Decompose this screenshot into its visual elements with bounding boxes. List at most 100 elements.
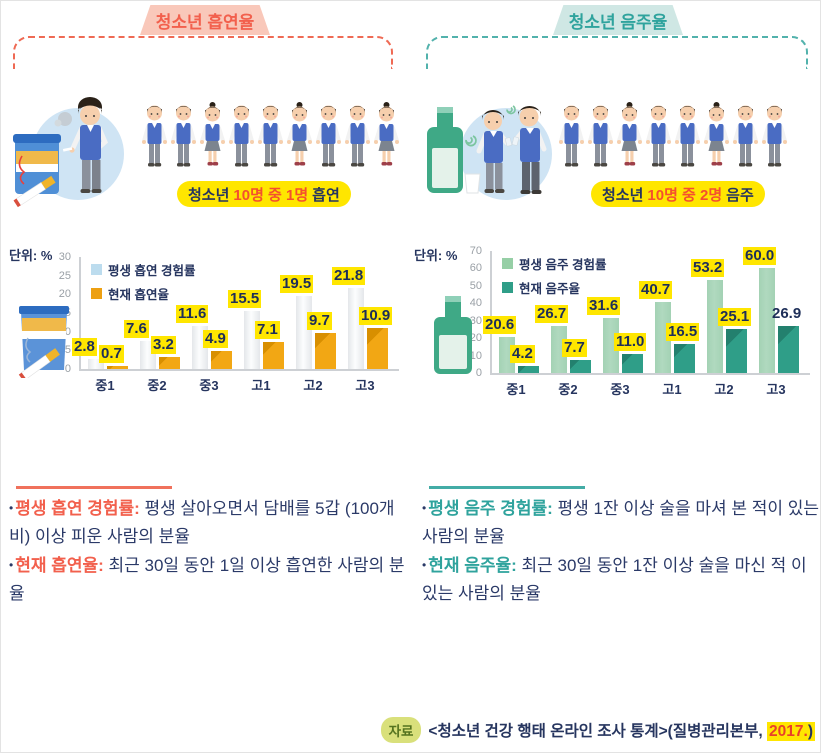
y-axis-tick-label: 40	[469, 297, 482, 310]
smoking-divider	[16, 486, 172, 489]
student-boy-icon	[316, 105, 341, 167]
value-label: 7.6	[124, 320, 149, 338]
definition-term: 평생 음주 경험률:	[428, 499, 553, 518]
category-label: 중2	[558, 382, 578, 397]
legend-item: 평생 음주 경험률	[502, 254, 606, 273]
students-row-drinking	[558, 101, 788, 169]
y-axis-tick-label: 30	[469, 314, 482, 327]
student-girl-icon	[704, 102, 729, 166]
category-label: 중2	[147, 378, 167, 393]
student-girl-icon	[374, 102, 399, 166]
drinking-ratio-badge: 청소년 10명 중 2명 음주	[591, 181, 765, 207]
current-bar	[622, 354, 643, 373]
legend-label: 평생 음주 경험률	[519, 258, 607, 272]
student-boy-icon	[559, 105, 584, 167]
value-label: 4.9	[203, 330, 228, 348]
y-axis-tick-label: 60	[469, 262, 482, 275]
value-label: 7.1	[255, 321, 280, 339]
drinkers-illustration	[427, 105, 552, 200]
y-axis-tick-label: 20	[469, 332, 482, 345]
legend-item: 현재 음주율	[502, 278, 606, 297]
student-boy-icon	[345, 105, 370, 167]
cigarette-icon	[13, 175, 56, 208]
smoker-person	[62, 97, 109, 193]
y-axis-tick-label: 50	[469, 279, 482, 292]
student-boy-icon	[675, 105, 700, 167]
y-axis-tick-label: 20	[58, 288, 71, 301]
drinking-dashed-bracket	[426, 36, 808, 69]
definition-term: 현재 흡연율:	[15, 556, 104, 576]
current-bar	[570, 360, 591, 373]
value-label: 19.5	[280, 275, 314, 293]
drinking-section-tab: 청소년 음주율	[553, 5, 683, 35]
y-axis-tick-label: 5	[64, 344, 71, 357]
plot-area: 20.6 4.2 26.7 7.7 31.6 11.0 40.7 16.5 53.2 25.1 60…	[483, 247, 810, 375]
definition-term: 현재 음주율:	[428, 556, 517, 576]
student-girl-icon	[617, 102, 642, 166]
definition-term: 평생 흡연 경험률:	[15, 499, 140, 518]
y-axis-tick-label: 30	[58, 251, 71, 263]
bar-group: 53.2 25.1	[691, 251, 752, 373]
badge-prefix: 청소년	[602, 186, 644, 204]
category-label: 고3	[355, 378, 375, 393]
current-bar	[263, 342, 284, 369]
lifetime-bar	[707, 280, 723, 373]
smoking-bar-chart: 0510152025302.80.77.63.211.64.915.57.119…	[49, 251, 409, 393]
lifetime-bar	[296, 296, 312, 369]
current-bar	[315, 333, 336, 369]
swirl-icon	[506, 105, 516, 115]
unit-label: 단위: %	[9, 248, 53, 263]
student-boy-icon	[171, 105, 196, 167]
drinking-divider	[429, 486, 585, 489]
bar-group: 40.7 16.5	[639, 251, 700, 373]
drinker-person	[476, 110, 512, 193]
value-label: 26.9	[772, 305, 802, 322]
value-label: 15.5	[228, 290, 262, 308]
bar-group: 7.6 3.2	[124, 257, 185, 369]
lifetime-bar	[551, 326, 567, 373]
student-boy-icon	[733, 105, 758, 167]
value-label: 0.7	[99, 345, 124, 363]
y-axis-tick-label: 0	[475, 367, 482, 379]
source-year: 2017.	[767, 722, 808, 741]
legend-label: 현재 흡연율	[108, 288, 169, 302]
definition-item: • 현재 흡연율: 최근 30일 동안 1일 이상 흡연한 사람의 분율	[9, 552, 407, 607]
student-boy-icon	[258, 105, 283, 167]
smoking-section-tab: 청소년 흡연율	[140, 5, 270, 35]
soju-bottle-icon	[427, 107, 463, 193]
bar-group: 31.6 11.0	[587, 251, 648, 373]
definition-item: • 현재 음주율: 최근 30일 동안 1잔 이상 술을 마신 적 이 있는 사람…	[422, 552, 820, 607]
category-label: 고2	[303, 378, 323, 393]
legend-swatch-icon	[91, 288, 102, 299]
value-label: 21.8	[332, 267, 366, 285]
value-label: 31.6	[587, 297, 621, 315]
category-label: 고3	[766, 382, 786, 397]
y-axis-tick-label: 70	[469, 245, 482, 257]
category-label: 중1	[95, 378, 115, 393]
y-axis-tick-label: 0	[64, 363, 71, 375]
drinker-person	[512, 106, 547, 194]
plot-area: 2.8 0.7 7.6 3.2 11.6 4.9 15.5 7.1 19.5 9.7 21.8 10.…	[72, 257, 399, 371]
smoking-dashed-bracket	[13, 36, 393, 69]
value-label: 7.7	[562, 339, 587, 357]
category-label: 고2	[714, 382, 734, 397]
bar-group: 21.8 10.9	[332, 257, 393, 369]
value-label: 60.0	[743, 247, 777, 265]
current-bar	[367, 328, 388, 369]
value-label: 2.8	[72, 338, 97, 356]
bar-group: 11.6 4.9	[176, 257, 237, 369]
badge-highlight: 10명 중 1명	[233, 186, 309, 204]
definition-desc: 평생 살아오면서 담배를 5갑 (100개비) 이상 피운 사람의 분율	[9, 499, 395, 546]
badge-suffix: 흡연	[312, 186, 340, 204]
legend-swatch-icon	[502, 282, 513, 293]
student-boy-icon	[646, 105, 671, 167]
value-label: 3.2	[151, 336, 176, 354]
lifetime-bar	[603, 318, 619, 373]
definition-item: • 평생 음주 경험률: 평생 1잔 이상 술을 마셔 본 적이 있는 사람의 분…	[422, 495, 820, 550]
legend-item: 현재 흡연율	[91, 284, 195, 303]
badge-prefix: 청소년	[188, 186, 230, 204]
bullet: •	[422, 558, 427, 573]
bullet: •	[422, 501, 427, 515]
cigarette-pack-chart-icon	[18, 306, 69, 378]
